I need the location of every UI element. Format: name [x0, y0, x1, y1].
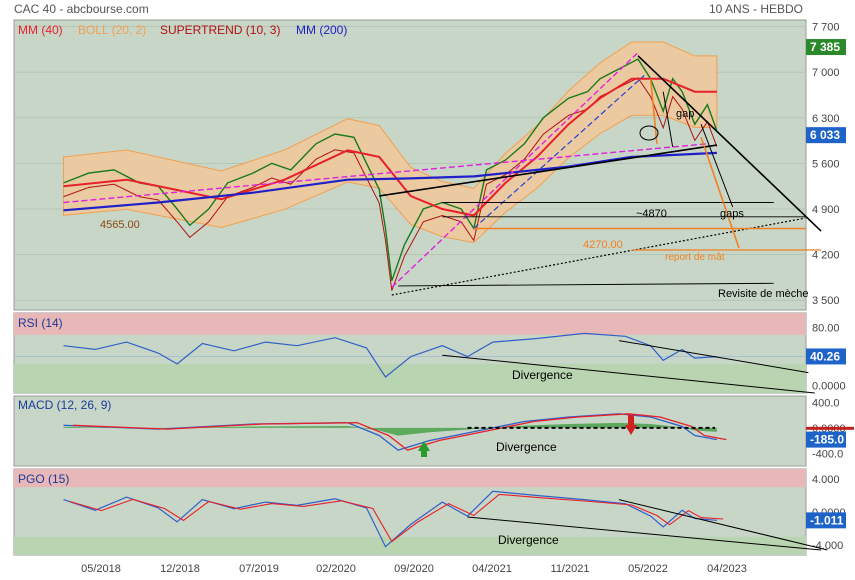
legend-entry-2: SUPERTREND (10, 3): [160, 23, 280, 37]
x-axis-tick: 05/2022: [628, 563, 668, 575]
x-axis-tick: 07/2019: [239, 563, 279, 575]
macd-badge-bg: [806, 431, 846, 448]
macd-title: MACD (12, 26, 9): [18, 398, 111, 412]
price-badge-label-1: 6 033: [810, 128, 840, 142]
chart-source-title: CAC 40 - abcbourse.com: [14, 2, 149, 16]
price-axis-tick: 7 000: [812, 67, 840, 79]
pgo-title: PGO (15): [18, 472, 69, 486]
rsi-badge-label: 40.26: [810, 349, 840, 363]
level-label-4565: 4565.00: [100, 219, 140, 231]
x-axis-tick: 04/2021: [472, 563, 512, 575]
rsi-divergence-line-2: [618, 340, 809, 374]
macd-down-arrow: [625, 415, 637, 435]
rsi-line: [63, 332, 717, 378]
pgo-axis-tick: 4.000: [812, 474, 840, 486]
wick-revisit-line: [398, 282, 774, 287]
rsi-axis-tick: 0.0000: [812, 381, 846, 393]
legend-entry-3: MM (200): [296, 23, 347, 37]
price-annotation-4: Revisite de mèche: [718, 288, 809, 300]
macd-signal-line: [72, 413, 727, 451]
level-label-4270: 4270.00: [583, 239, 623, 251]
rsi-overbought-zone: [14, 313, 806, 335]
rsi-badge-bg: [806, 348, 846, 365]
pgo-badge-bg: [806, 512, 846, 529]
legend-entry-0: MM (40): [18, 23, 63, 37]
price-badge-bg-0: [806, 39, 846, 56]
macd-histogram: [63, 422, 717, 436]
pgo-badge-label: -1.011: [810, 513, 844, 527]
legend-entry-1: BOLL (20, 2): [78, 23, 146, 37]
pgo-signal-line: [69, 493, 724, 543]
black-resistance-line: [637, 55, 822, 232]
rsi-title: RSI (14): [18, 316, 63, 330]
pgo-high-zone: [14, 469, 806, 488]
blue-trend-line: [473, 74, 645, 229]
macd-divergence-label: Divergence: [496, 440, 557, 454]
rsi-divergence-label: Divergence: [512, 368, 573, 382]
price-annotation-0: gap: [676, 108, 694, 120]
pgo-divergence-line-2: [618, 499, 828, 551]
channel-upper-line: [391, 52, 639, 288]
price-badge-bg-1: [806, 127, 846, 144]
macd-zero-marker: [806, 426, 854, 430]
macd-badge-label: -185.0: [810, 433, 844, 447]
gap-circle: [639, 125, 659, 141]
pgo-divergence-line-1: [467, 516, 822, 551]
macd-up-arrow: [418, 441, 430, 457]
x-axis-tick: 04/2023: [707, 563, 747, 575]
rsi-oversold-zone: [14, 363, 806, 393]
x-axis-tick: 05/2018: [81, 563, 121, 575]
macd-axis-tick: 400.0: [812, 397, 840, 409]
price-annotation-3: report de mât: [665, 252, 725, 263]
rsi-divergence-line-1: [442, 354, 815, 394]
chart-timeframe: 10 ANS - HEBDO: [708, 2, 803, 16]
pgo-axis-tick: -4.000: [812, 540, 843, 552]
price-annotation-2: gaps: [720, 208, 744, 220]
x-axis-tick: 02/2020: [316, 563, 356, 575]
macd-axis-tick: -400.0: [812, 448, 843, 460]
report-arrow-line: [700, 137, 740, 249]
pgo-divergence-label: Divergence: [498, 533, 559, 547]
x-axis-tick: 09/2020: [394, 563, 434, 575]
x-axis-tick: 12/2018: [160, 563, 200, 575]
price-axis-tick: 5 600: [812, 158, 840, 170]
price-axis-tick: 6 300: [812, 113, 840, 125]
gap-arrow-line: [700, 124, 734, 208]
sma200-line: [63, 151, 717, 212]
pgo-line: [63, 490, 717, 548]
price-axis-tick: 4 900: [812, 204, 840, 216]
pgo-low-zone: [14, 536, 806, 555]
price-axis-tick: 3 500: [812, 295, 840, 307]
orange-drop-arrow: [649, 78, 658, 144]
price-axis-tick: 7 700: [812, 22, 840, 34]
rsi-axis-tick: 80.00: [812, 323, 840, 335]
black-support-line: [379, 144, 718, 197]
black-drop-arrow: [662, 91, 674, 148]
supertrend-line: [63, 77, 718, 291]
price-axis-tick: 4 200: [812, 250, 840, 262]
bollinger-band: [63, 41, 718, 244]
price-annotation-1: ~4870: [636, 208, 667, 220]
price-badge-label-0: 7 385: [810, 40, 840, 54]
x-axis-tick: 11/2021: [551, 563, 590, 575]
